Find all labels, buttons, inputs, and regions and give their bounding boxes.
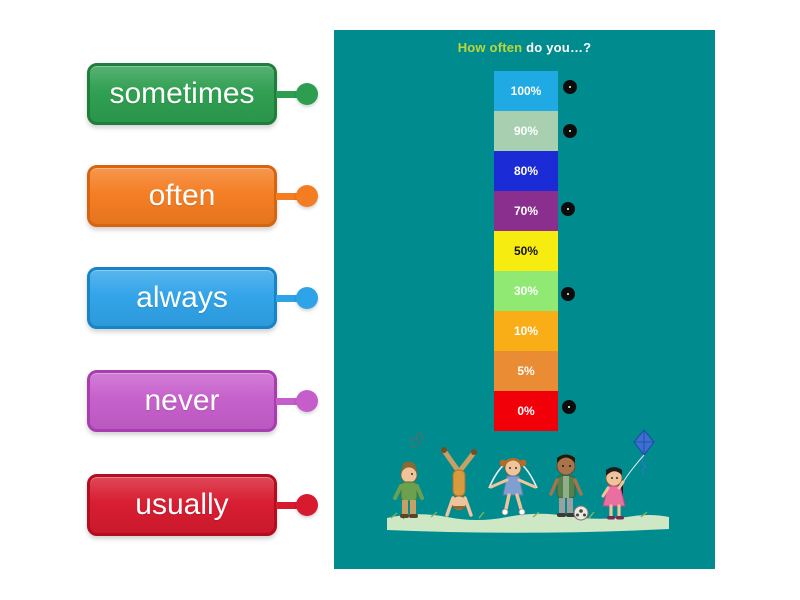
- word-tile-label[interactable]: sometimes: [87, 63, 277, 125]
- scale-cell-5: 5%: [494, 351, 558, 391]
- answer-target-70[interactable]: [561, 202, 575, 216]
- children-playing-illustration: [387, 429, 669, 533]
- scale-cell-50: 50%: [494, 231, 558, 271]
- word-tile-always[interactable]: always: [87, 267, 318, 329]
- answer-target-0[interactable]: [562, 400, 576, 414]
- connector-stem: [276, 193, 300, 200]
- word-tile-label[interactable]: never: [87, 370, 277, 432]
- connector-dot[interactable]: [296, 494, 318, 516]
- connector-dot[interactable]: [296, 185, 318, 207]
- game-board: How often do you…? 100% 90% 80% 70% 50% …: [334, 30, 715, 569]
- word-tile-label[interactable]: usually: [87, 474, 277, 536]
- word-tile-label[interactable]: always: [87, 267, 277, 329]
- answer-target-30[interactable]: [561, 287, 575, 301]
- word-tile-never[interactable]: never: [87, 370, 318, 432]
- scale-cell-10: 10%: [494, 311, 558, 351]
- board-title-rest: do you…?: [522, 40, 592, 55]
- connector-dot[interactable]: [296, 83, 318, 105]
- scale-cell-70: 70%: [494, 191, 558, 231]
- connector-stem: [276, 502, 300, 509]
- board-title: How often do you…?: [334, 40, 715, 55]
- answer-target-100[interactable]: [563, 80, 577, 94]
- connector-dot[interactable]: [296, 390, 318, 412]
- word-tile-usually[interactable]: usually: [87, 474, 318, 536]
- word-tile-often[interactable]: often: [87, 165, 318, 227]
- connector-stem: [276, 295, 300, 302]
- answer-target-90[interactable]: [563, 124, 577, 138]
- scale-cell-90: 90%: [494, 111, 558, 151]
- connector-stem: [276, 398, 300, 405]
- word-tile-sometimes[interactable]: sometimes: [87, 63, 318, 125]
- scale-cell-0: 0%: [494, 391, 558, 431]
- percentage-scale: 100% 90% 80% 70% 50% 30% 10% 5% 0%: [494, 71, 558, 431]
- connector-dot[interactable]: [296, 287, 318, 309]
- scale-cell-80: 80%: [494, 151, 558, 191]
- scale-cell-30: 30%: [494, 271, 558, 311]
- connector-stem: [276, 91, 300, 98]
- board-title-highlight: How often: [457, 40, 523, 55]
- scale-cell-100: 100%: [494, 71, 558, 111]
- word-tile-label[interactable]: often: [87, 165, 277, 227]
